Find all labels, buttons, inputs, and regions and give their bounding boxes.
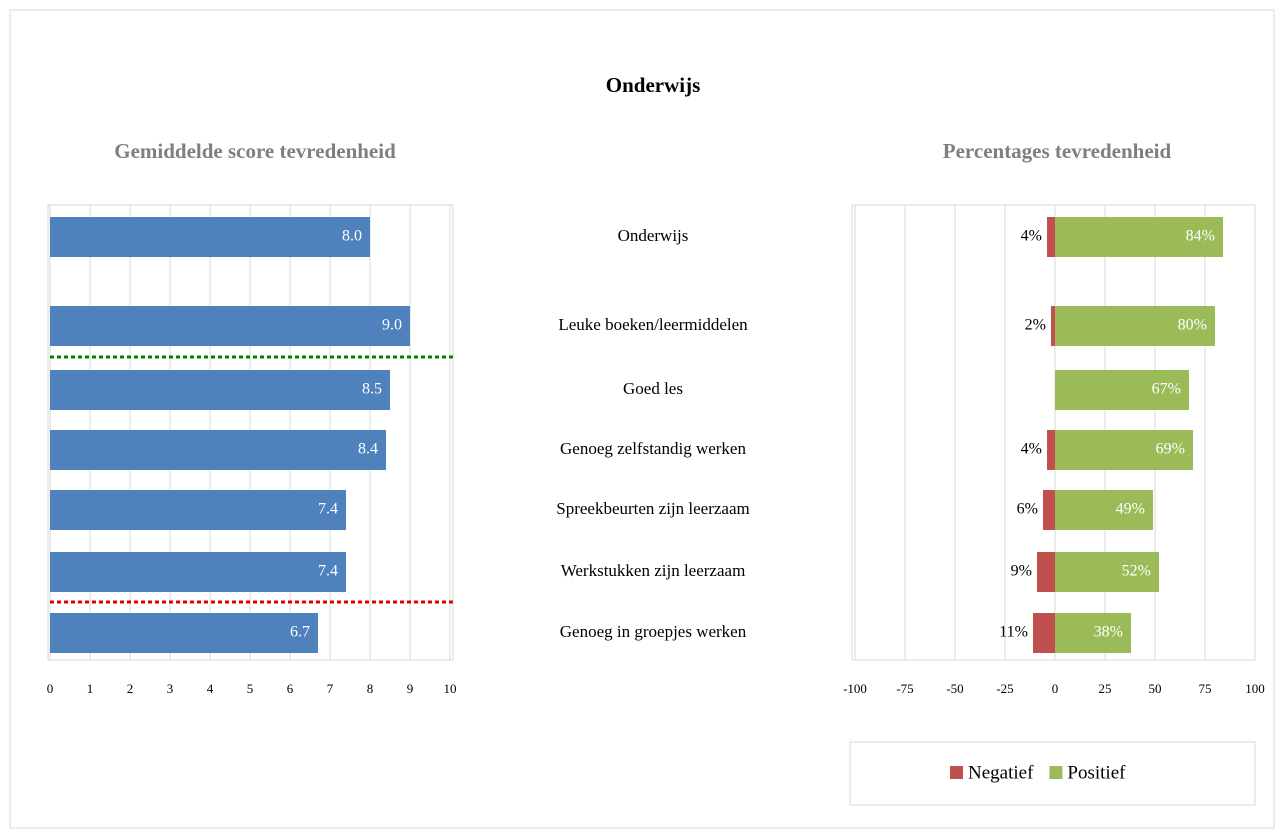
data-label: 67% (1152, 381, 1181, 398)
category-label: Genoeg in groepjes werken (560, 622, 747, 641)
legend-swatch (950, 766, 963, 779)
x-tick-label: 75 (1199, 681, 1212, 696)
data-label: 8.5 (362, 381, 382, 398)
bar (50, 490, 346, 530)
legend-label: Positief (1067, 762, 1126, 783)
bar (1043, 490, 1055, 530)
x-tick-label: -75 (896, 681, 913, 696)
category-label: Werkstukken zijn leerzaam (561, 561, 746, 580)
data-label: 7.4 (318, 563, 338, 580)
data-label: 7.4 (318, 501, 338, 518)
legend-swatch (1049, 766, 1063, 779)
data-label: 80% (1178, 317, 1207, 334)
data-label: 69% (1156, 441, 1185, 458)
x-tick-label: 0 (47, 681, 54, 696)
bar (50, 430, 386, 470)
legend-label: Negatief (968, 762, 1034, 783)
x-tick-label: 2 (127, 681, 134, 696)
x-tick-label: 5 (247, 681, 254, 696)
data-label: 4% (1021, 441, 1042, 458)
x-tick-label: 6 (287, 681, 294, 696)
main-title: Onderwijs (606, 73, 701, 97)
bar (1037, 552, 1055, 592)
x-tick-label: 4 (207, 681, 214, 696)
x-tick-label: -50 (946, 681, 963, 696)
data-label: 4% (1021, 228, 1042, 245)
x-tick-label: 3 (167, 681, 174, 696)
x-tick-label: -100 (843, 681, 867, 696)
category-label: Onderwijs (618, 226, 689, 245)
bar (50, 306, 410, 346)
chart-title: Gemiddelde score tevredenheid (114, 139, 396, 163)
bar (50, 217, 370, 257)
data-label: 8.0 (342, 228, 362, 245)
x-tick-label: 8 (367, 681, 374, 696)
x-tick-label: 50 (1149, 681, 1162, 696)
bar (1033, 613, 1055, 653)
chart-title: Percentages tevredenheid (943, 139, 1172, 163)
x-tick-label: 1 (87, 681, 94, 696)
data-label: 84% (1186, 228, 1215, 245)
data-label: 9.0 (382, 317, 402, 334)
bar (1055, 430, 1193, 470)
frame (9, 9, 1275, 829)
bar (1055, 613, 1131, 653)
x-tick-label: -25 (996, 681, 1013, 696)
x-tick-label: 10 (444, 681, 457, 696)
category-label: Spreekbeurten zijn leerzaam (556, 499, 750, 518)
x-tick-label: 100 (1245, 681, 1265, 696)
category-label: Goed les (623, 379, 683, 398)
data-label: 2% (1025, 317, 1046, 334)
x-tick-label: 0 (1052, 681, 1059, 696)
category-label: Genoeg zelfstandig werken (560, 439, 746, 458)
bar (1055, 490, 1153, 530)
bar (1047, 217, 1055, 257)
data-label: 6.7 (290, 624, 310, 641)
bar (1047, 430, 1055, 470)
bar (1055, 552, 1159, 592)
data-label: 6% (1017, 501, 1038, 518)
bar (1051, 306, 1055, 346)
data-label: 52% (1122, 563, 1151, 580)
bar (50, 613, 318, 653)
x-tick-label: 7 (327, 681, 334, 696)
bar (1055, 306, 1215, 346)
data-label: 38% (1094, 624, 1123, 641)
data-label: 8.4 (358, 441, 378, 458)
category-label: Leuke boeken/leermiddelen (558, 315, 748, 334)
data-label: 49% (1116, 501, 1145, 518)
bar (50, 370, 390, 410)
x-tick-label: 25 (1099, 681, 1112, 696)
x-tick-label: 9 (407, 681, 414, 696)
bar (1055, 370, 1189, 410)
bar (50, 552, 346, 592)
data-label: 11% (999, 624, 1028, 641)
data-label: 9% (1011, 563, 1032, 580)
marks: Onderwijs Leuke boeken/leermiddelen Goed l… (47, 204, 1265, 783)
bar (1055, 217, 1223, 257)
